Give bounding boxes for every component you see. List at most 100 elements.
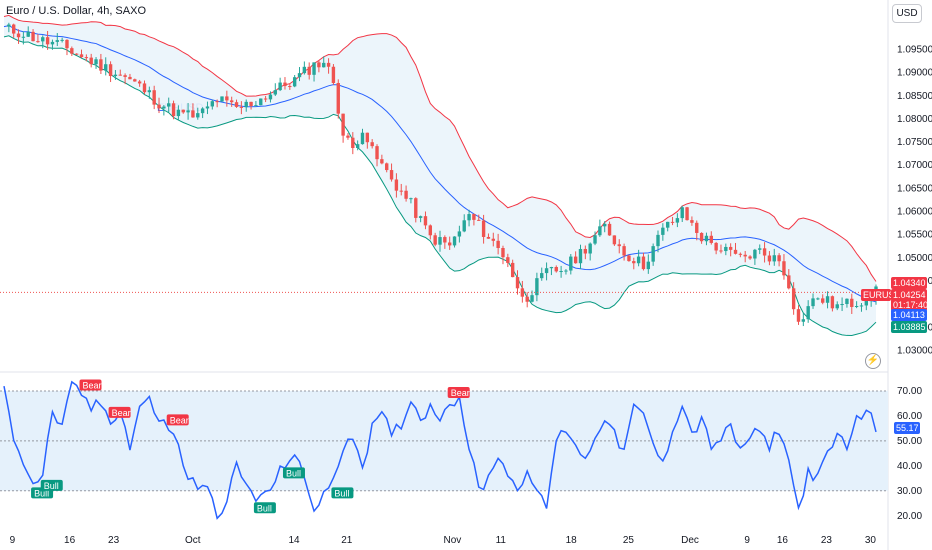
bollinger-fill (4, 15, 876, 336)
candle-body (670, 221, 675, 223)
candle-body (60, 39, 64, 41)
candle-body (292, 77, 297, 87)
candle-body (113, 74, 118, 77)
candle-body (738, 253, 743, 255)
candle-body (385, 163, 389, 171)
price-tick-label: 1.06500 (897, 183, 932, 194)
candle-body (636, 256, 641, 264)
candle-body (593, 235, 597, 244)
candle-body (728, 246, 733, 250)
candle-body (864, 300, 869, 306)
candle-body (118, 74, 122, 76)
candle-body (506, 257, 510, 263)
rsi-current-box (894, 421, 920, 434)
price-label-text: EURUSD (863, 290, 902, 300)
price-label-box (891, 321, 927, 333)
candle-body (704, 235, 709, 242)
candle-body (588, 243, 592, 254)
time-axis-label: 9 (10, 535, 16, 546)
candle-body (104, 64, 108, 71)
candle-body (11, 24, 16, 34)
candle-body (108, 64, 113, 77)
candle-body (447, 242, 452, 246)
divergence-label-text: Bear (451, 388, 470, 398)
candle-body (176, 109, 181, 117)
rsi-tick-label: 60.00 (897, 411, 922, 422)
candle-body (142, 83, 147, 93)
candle-body (375, 146, 379, 160)
candle-body (26, 31, 30, 37)
candle-body (777, 255, 781, 262)
candle-body (36, 41, 40, 43)
divergence-label-box (282, 467, 305, 479)
candle-body (215, 101, 219, 103)
candle-body (268, 94, 273, 100)
candle-body (220, 96, 224, 102)
candle-body (225, 96, 229, 101)
price-tick-label: 1.05500 (897, 230, 932, 241)
price-tick-label: 1.03000 (897, 345, 932, 356)
candle-body (341, 113, 345, 136)
candle-body (753, 249, 757, 259)
currency-button[interactable]: USD (892, 4, 922, 23)
lightning-icon[interactable]: ⚡ (865, 353, 881, 369)
candle-body (544, 268, 549, 274)
candle-body (365, 132, 370, 143)
divergence-label-text: Bear (112, 408, 131, 418)
candle-body (278, 82, 282, 91)
candle-body (501, 248, 505, 258)
candle-body (336, 82, 340, 114)
rsi-current-label: 55.17 (896, 423, 919, 433)
time-axis-label: 25 (623, 535, 635, 546)
candle-body (554, 267, 558, 272)
candle-body (578, 248, 583, 264)
candle-body (603, 223, 607, 227)
divergence-label-box (166, 414, 189, 426)
candle-body (796, 309, 801, 322)
candle-body (661, 227, 665, 235)
candle-body (147, 90, 152, 93)
candle-body (346, 135, 350, 138)
time-axis-label: 23 (108, 535, 120, 546)
candle-body (259, 98, 263, 106)
time-axis-label: 11 (496, 535, 507, 546)
candle-body (394, 179, 399, 191)
candle-body (307, 66, 311, 75)
candle-body (496, 240, 500, 249)
candle-body (622, 246, 626, 256)
candle-body (84, 57, 89, 59)
candle-body (94, 59, 98, 65)
candle-body (472, 214, 476, 220)
candle-body (428, 225, 433, 236)
price-label-text: 1.04113 (893, 310, 925, 320)
time-axis-label: 14 (288, 535, 300, 546)
candle-body (719, 250, 723, 252)
candle-body (89, 57, 93, 65)
candle-body (680, 207, 684, 219)
candle-body (835, 304, 839, 309)
candle-body (205, 106, 210, 109)
candle-body (65, 39, 69, 49)
candle-body (632, 261, 636, 264)
candle-body (263, 98, 268, 100)
price-tick-label: 1.08500 (897, 91, 932, 102)
candle-body (45, 37, 50, 45)
candle-body (840, 304, 844, 306)
candle-body (399, 190, 403, 192)
candle-body (273, 90, 277, 95)
candle-body (41, 37, 45, 42)
divergence-label-text: Bear (170, 415, 189, 425)
divergence-label-box (331, 487, 354, 499)
divergence-label-text: Bull (334, 488, 349, 498)
candle-body (845, 298, 849, 305)
candle-body (16, 33, 21, 38)
candle-body (423, 216, 428, 226)
bollinger-basis-line (3, 25, 877, 303)
candle-body (530, 295, 534, 302)
price-label-text: 1.03885 (893, 322, 926, 332)
candle-body (477, 219, 481, 221)
candle-body (123, 75, 127, 77)
candle-body (322, 62, 326, 68)
candle-body (695, 222, 699, 233)
